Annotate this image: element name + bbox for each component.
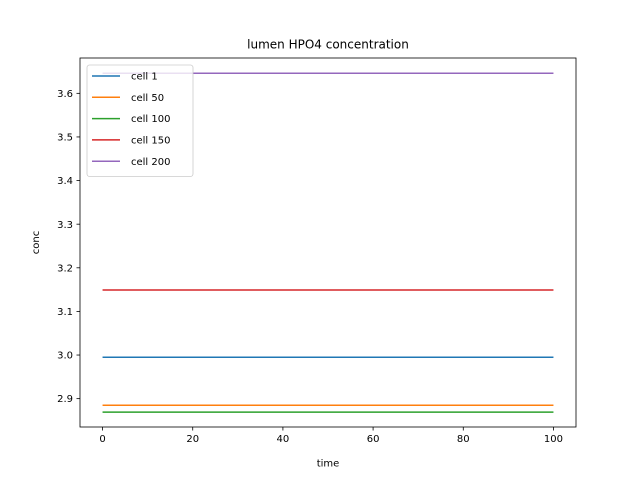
plot-frame <box>79 57 577 428</box>
legend: cell 1 cell 50 cell 100 cell 150 cell 200 <box>86 64 194 177</box>
series-lines <box>102 72 554 413</box>
x-tick-label: 20 <box>186 434 199 445</box>
legend-label-2: cell 50 <box>131 93 164 104</box>
legend-label-1: cell 1 <box>131 72 158 83</box>
chart-title: lumen HPO4 concentration <box>247 38 409 52</box>
x-tick-label: 80 <box>457 434 470 445</box>
x-tick-label: 40 <box>277 434 290 445</box>
legend-label-3: cell 100 <box>131 114 170 125</box>
y-tick-label: 3.3 <box>57 220 73 231</box>
x-axis-label: time <box>317 459 340 470</box>
y-tick-label: 3.0 <box>57 351 73 362</box>
y-tick-label: 3.6 <box>57 89 73 100</box>
y-tick-label: 2.9 <box>57 394 73 405</box>
x-tick-label: 60 <box>367 434 380 445</box>
y-tick-label: 3.4 <box>57 176 73 187</box>
y-axis-ticks: 2.9 3.0 3.1 3.2 3.3 3.4 3.5 3.6 <box>57 89 80 405</box>
legend-label-4: cell 150 <box>131 136 170 147</box>
legend-label-5: cell 200 <box>131 157 170 168</box>
x-tick-label: 0 <box>99 434 105 445</box>
legend-frame <box>86 64 194 177</box>
x-tick-label: 100 <box>544 434 563 445</box>
y-tick-label: 3.2 <box>57 263 73 274</box>
y-tick-label: 3.1 <box>57 307 73 318</box>
y-tick-label: 3.5 <box>57 133 73 144</box>
x-axis-ticks: 0 20 40 60 80 100 <box>99 427 563 445</box>
y-axis-label: conc <box>31 231 42 254</box>
